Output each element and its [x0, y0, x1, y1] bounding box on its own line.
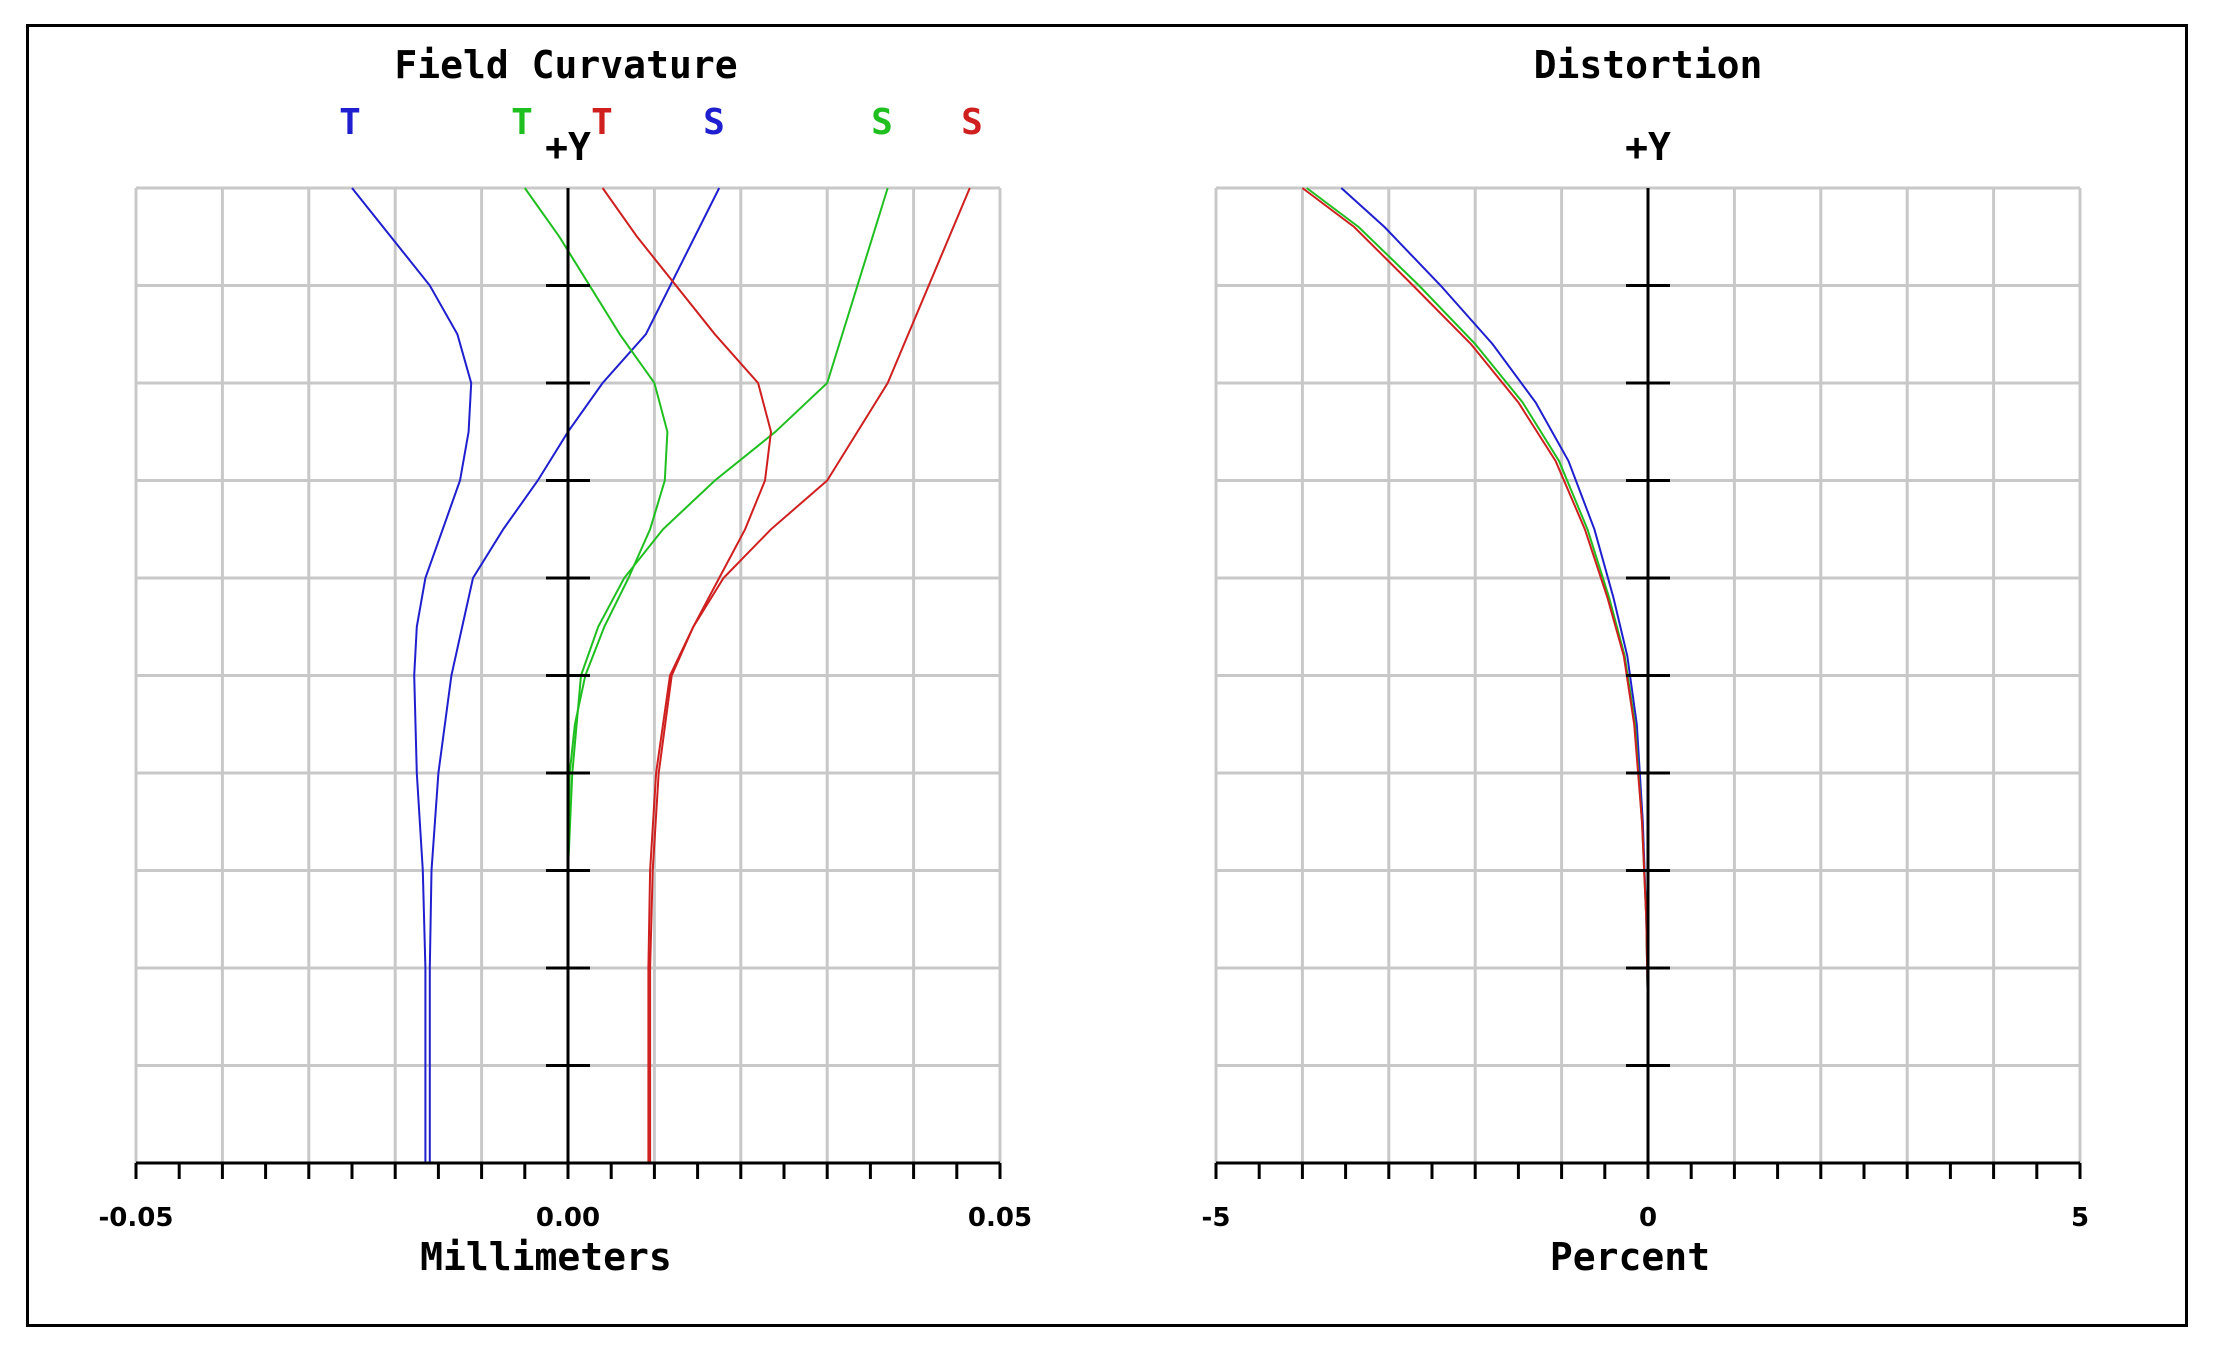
legend-label-t-blue: T	[339, 102, 361, 143]
frame-bottom-border	[26, 1324, 2188, 1327]
plot-frame	[26, 24, 2188, 1324]
legend-label-t-green: T	[511, 102, 533, 143]
field-curvature-legend: T T T S S S	[339, 102, 983, 143]
distortion-x-label: Percent	[1550, 1235, 1710, 1279]
distortion-y-label: +Y	[1625, 125, 1671, 169]
distortion-xtick-center: 0	[1639, 1203, 1657, 1233]
field-curvature-axes	[134, 188, 1002, 1179]
field-curvature-x-label: Millimeters	[420, 1235, 672, 1279]
field-curvature-series-line-1	[428, 187, 721, 1163]
legend-label-s-blue: S	[703, 102, 725, 143]
distortion-series	[1301, 187, 1649, 1163]
field-curvature-xtick-left: -0.05	[99, 1203, 174, 1233]
field-curvature-series-line-4	[601, 187, 773, 1163]
field-curvature-series-line-3	[567, 187, 889, 1163]
field-curvature-title: Field Curvature	[394, 43, 737, 87]
legend-label-s-red: S	[961, 102, 983, 143]
distortion-series-line-2	[1301, 187, 1649, 1163]
field-curvature-xtick-center: 0.00	[536, 1203, 600, 1233]
distortion-xtick-left: -5	[1202, 1203, 1231, 1233]
field-curvature-series-line-5	[649, 187, 971, 1163]
field-curvature-series-line-0	[351, 187, 473, 1163]
field-curvature-y-label: +Y	[545, 125, 591, 169]
distortion-series-line-1	[1306, 187, 1649, 1017]
field-curvature-xtick-right: 0.05	[968, 1203, 1032, 1233]
field-curvature-panel: Field Curvature +Y Millimeters -0.05 0.0…	[99, 43, 1033, 1279]
field-curvature-series	[351, 187, 971, 1163]
legend-label-t-red: T	[591, 102, 613, 143]
distortion-xtick-right: 5	[2071, 1203, 2089, 1233]
field-curvature-series-line-2	[523, 187, 669, 1163]
distortion-axes	[1214, 188, 2082, 1179]
distortion-panel: Distortion +Y Percent -5 0 5	[1202, 43, 2089, 1279]
distortion-title: Distortion	[1534, 43, 1763, 87]
legend-label-s-green: S	[871, 102, 893, 143]
